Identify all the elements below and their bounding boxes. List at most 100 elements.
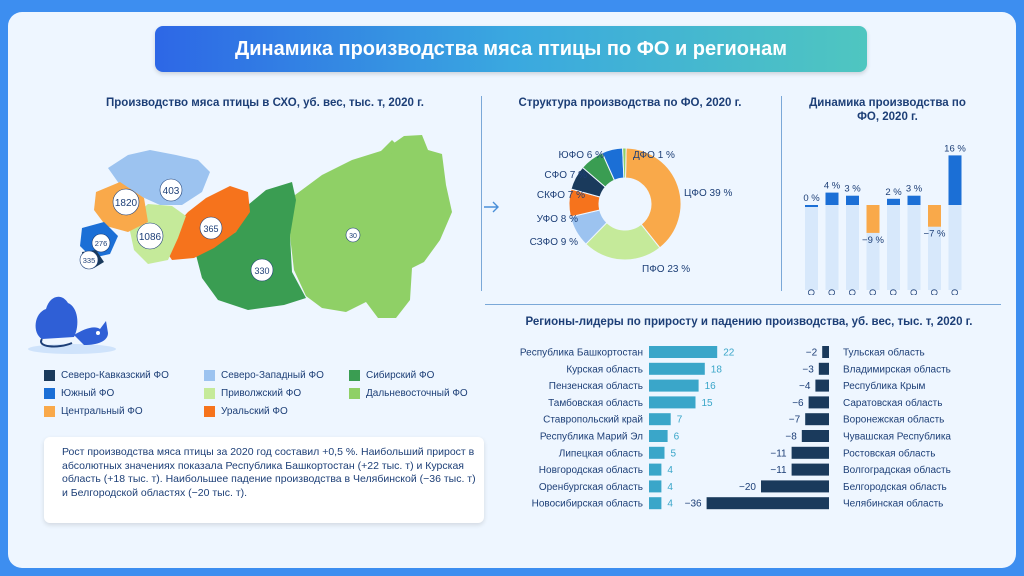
bar-value-label: 2 % [885, 187, 902, 198]
region-label: Ставропольский край [543, 415, 643, 426]
bar-value-label: −7 % [924, 229, 946, 240]
donut-label: ПФО 23 % [642, 264, 690, 275]
bar-track [805, 205, 818, 290]
legend-item: Уральский ФО [204, 406, 288, 417]
region-label: Оренбургская область [539, 481, 643, 493]
growth-value: 5 [671, 448, 677, 459]
region-label: Тульская область [843, 347, 925, 359]
region-label: Тамбовская область [548, 397, 643, 409]
map-value: 30 [349, 233, 357, 240]
region-label: Владимирская область [843, 363, 951, 375]
decline-value: −36 [685, 499, 702, 510]
region-label: Волгоградская область [843, 464, 951, 476]
growth-value: 6 [674, 432, 680, 443]
growth-value: 4 [667, 499, 673, 510]
region-label: Липецкая область [559, 447, 643, 459]
decline-value: −11 [770, 448, 787, 459]
summary-text: Рост производства мяса птицы за 2020 год… [62, 446, 476, 499]
growth-bar [649, 346, 718, 358]
decline-value: −7 [789, 415, 801, 426]
bar-track [907, 205, 921, 290]
map-value: 1086 [139, 232, 162, 243]
decline-bar [791, 446, 829, 459]
bar-value-label: 3 % [906, 184, 923, 195]
bar-track [887, 205, 900, 290]
region-label: Пензенская область [549, 380, 643, 392]
legend-swatch [44, 370, 55, 381]
donut-label: УФО 8 % [537, 214, 579, 225]
bar [948, 155, 962, 205]
map-value-circle: 1086 [136, 222, 164, 250]
bar [887, 198, 900, 205]
decline-bar [791, 463, 829, 476]
growth-bar [649, 480, 662, 493]
bars-heading: Динамика производства по ФО, 2020 г. [809, 97, 966, 123]
bar-value-label: −9 % [862, 235, 884, 246]
legend-item: Центральный ФО [44, 406, 143, 417]
decline-bar [815, 379, 829, 392]
decline-value: −2 [806, 348, 818, 359]
bar-category-label: СКФО [889, 289, 899, 295]
bar-track [825, 205, 839, 290]
donut-slice [622, 147, 627, 179]
decline-value: −8 [785, 432, 797, 443]
pie-heading: Структура производства по ФО, 2020 г. [518, 97, 742, 109]
growth-value: 4 [667, 482, 673, 493]
bar [846, 195, 859, 205]
page-title: Динамика производства мяса птицы по ФО и… [234, 37, 787, 60]
decline-value: −3 [802, 364, 814, 375]
donut-label: ДФО 1 % [633, 150, 675, 161]
region-label: Ростовская область [843, 447, 935, 459]
growth-bar [649, 413, 671, 426]
divider [481, 96, 482, 291]
region-label: Белгородская область [843, 481, 947, 493]
map-region-far-east [290, 135, 452, 318]
bar-track [948, 205, 962, 290]
legend-item: Северо-Западный ФО [204, 370, 324, 381]
map-value-circle: 276 [91, 233, 111, 253]
growth-value: 16 [705, 381, 717, 392]
legend-item: Сибирский ФО [349, 370, 434, 381]
region-label: Саратовская область [843, 397, 942, 409]
legend-item: Приволжский ФО [204, 388, 301, 399]
bar [928, 205, 941, 227]
growth-value: 7 [677, 415, 683, 426]
legend-swatch [204, 406, 215, 417]
growth-bar [649, 379, 699, 392]
donut-chart: ЦФО 39 % ПФО 23 % СЗФО 9 % УФО 8 % СКФО 7 % С… [530, 147, 732, 275]
bar [825, 192, 839, 205]
donut-label: СФО 7 % [544, 170, 587, 181]
map-value-circle: 403 [159, 178, 183, 202]
legend-swatch [204, 370, 215, 381]
region-label: Челябинская область [843, 498, 943, 510]
bar-value-label: 0 % [803, 193, 820, 204]
map-region-siberia [196, 182, 306, 310]
bar [866, 205, 880, 233]
map-labels: 403 1820 1086 365 330 30 276 335 [79, 178, 361, 282]
bar-category-label: СФО [909, 289, 919, 295]
map-value: 1820 [115, 198, 138, 209]
map-value-circle: 30 [345, 227, 361, 243]
map-value-circle: 365 [199, 216, 223, 240]
map-value-circle: 330 [250, 258, 274, 282]
decline-bar [818, 362, 829, 375]
region-label: Республика Башкортостан [520, 347, 643, 359]
divider [485, 304, 1001, 305]
growth-bar [649, 430, 668, 442]
region-label: Воронежская область [843, 414, 944, 426]
bar-category-label: ПФО [827, 289, 837, 295]
decline-bar [801, 430, 829, 442]
region-label: Новгородская область [539, 464, 643, 476]
bar-category-label: СЗФО [848, 289, 858, 295]
bar-track [846, 205, 859, 290]
summary-note: Рост производства мяса птицы за 2020 год… [44, 437, 484, 523]
decline-value: −20 [739, 482, 756, 493]
legend-swatch [44, 388, 55, 399]
leaders-heading: Регионы-лидеры по приросту и падению про… [525, 316, 973, 328]
district-bar-chart: 0 % ЦФО 4 % ПФО 3 % СЗФО −9 % УФО 2 % СКФО 3 % СФО −… [803, 143, 966, 295]
map-value: 403 [163, 186, 180, 197]
region-label: Новосибирская область [532, 498, 643, 510]
legend-item: Дальневосточный ФО [349, 388, 468, 399]
map-heading: Производство мяса птицы в СХО, уб. вес, … [106, 97, 424, 109]
growth-value: 15 [702, 398, 714, 409]
